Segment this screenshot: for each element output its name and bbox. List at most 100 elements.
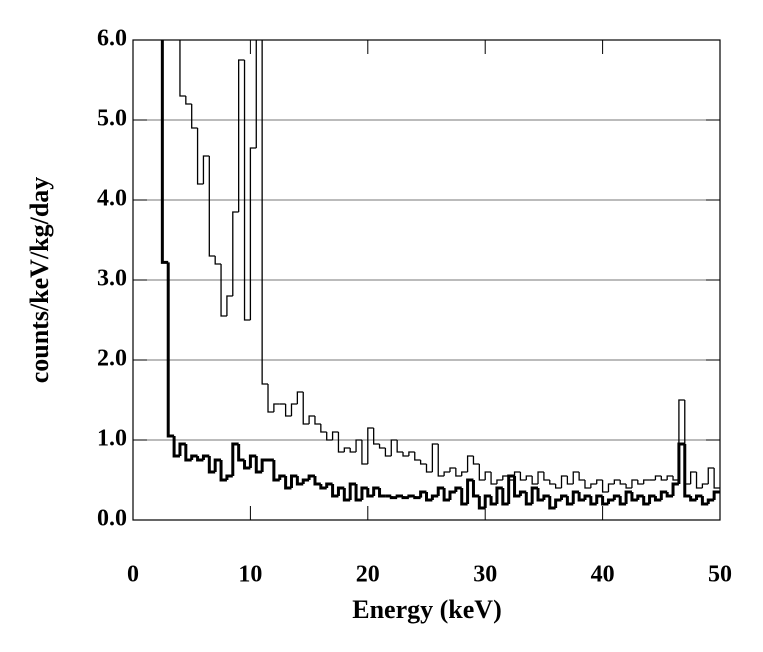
histogram-step [461,471,468,476]
histogram-step [396,440,404,453]
histogram-step [583,494,591,500]
x-tick-label: 0 [127,562,139,588]
x-tick-label: 30 [473,562,497,588]
histogram-step [448,490,456,500]
histogram-step [612,494,621,500]
histogram-step [238,59,245,212]
histogram-step [201,454,210,460]
histogram-step [606,498,615,504]
x-axis-label: Energy (keV) [352,595,501,624]
histogram-step [414,452,421,461]
histogram-step [589,496,597,506]
histogram-step [407,494,415,498]
histogram-step [490,472,497,485]
histogram-step [325,482,333,488]
histogram-step [207,456,216,474]
histogram-step [331,484,339,498]
histogram-step [707,467,715,484]
histogram-step [166,262,175,438]
histogram-step [442,488,450,502]
histogram-step [712,490,720,500]
histogram-step [495,486,503,504]
histogram-step [361,440,368,465]
histogram-step [378,444,386,449]
histogram-step [525,475,533,480]
histogram-step [607,483,615,492]
histogram-step [213,458,222,472]
histogram-step [625,484,632,489]
histogram-step [314,416,321,425]
histogram-step [254,456,263,474]
histogram-step [401,496,409,500]
histogram-step [619,480,627,485]
histogram-step [355,439,362,452]
histogram-step [560,494,568,500]
histogram-step [472,456,480,465]
histogram-step [519,472,527,481]
histogram-step [196,456,204,462]
histogram-step [489,496,497,506]
histogram-step [372,486,380,496]
histogram-step [430,494,439,500]
x-tick-label: 20 [356,562,380,588]
y-tick-label: 0.0 [97,506,127,532]
histogram-step [536,488,544,502]
histogram-step [290,403,298,416]
histogram-step [624,490,632,504]
histogram-step [331,431,339,440]
histogram-step [571,490,580,504]
histogram-step [613,479,621,484]
histogram-step [360,486,368,500]
histogram-step [179,40,186,97]
histogram-step [460,488,468,506]
histogram-step [554,484,562,489]
histogram-step [384,448,392,457]
histogram-step [267,384,274,413]
y-tick-label: 2.0 [97,346,127,372]
histogram-step [255,40,257,148]
histogram-step [466,478,474,504]
histogram-step [419,460,427,465]
x-tick-label: 10 [238,562,262,588]
histogram-step [219,460,227,482]
histogram-step [713,468,720,489]
y-axis-label: counts/keV/kg/day [25,177,54,384]
histogram-step [618,496,627,506]
histogram-step [496,479,503,484]
histogram-step [172,436,180,458]
histogram-step [337,432,345,453]
histogram-step [248,454,257,468]
histogram-step [307,474,315,480]
histogram-step [214,256,222,265]
histogram-step [543,472,550,481]
histogram-step [184,444,192,462]
histogram-step [413,496,421,500]
histogram-step [700,496,709,506]
histogram-step [348,482,357,500]
histogram-step [378,488,386,498]
histogram-step [672,476,679,481]
histogram-step [313,476,321,486]
histogram-step [232,211,239,296]
histogram-step [548,496,556,510]
histogram-step [631,479,638,488]
histogram-step [284,476,292,490]
histogram-step [595,494,603,504]
histogram-step [584,480,591,489]
histogram-step [653,496,662,502]
histogram-step [301,478,310,484]
histogram-step [530,486,539,504]
histogram-step [443,471,450,476]
histogram-step [671,482,679,496]
histogram-step [566,476,574,485]
histogram-step [630,492,638,502]
histogram-step [507,474,515,504]
histogram-step [272,460,280,482]
histogram-step [336,486,345,496]
histogram-step [695,472,703,489]
histogram-step [531,476,539,485]
histogram-step [295,476,304,486]
histogram-step [367,427,374,464]
histogram-step [502,475,509,480]
